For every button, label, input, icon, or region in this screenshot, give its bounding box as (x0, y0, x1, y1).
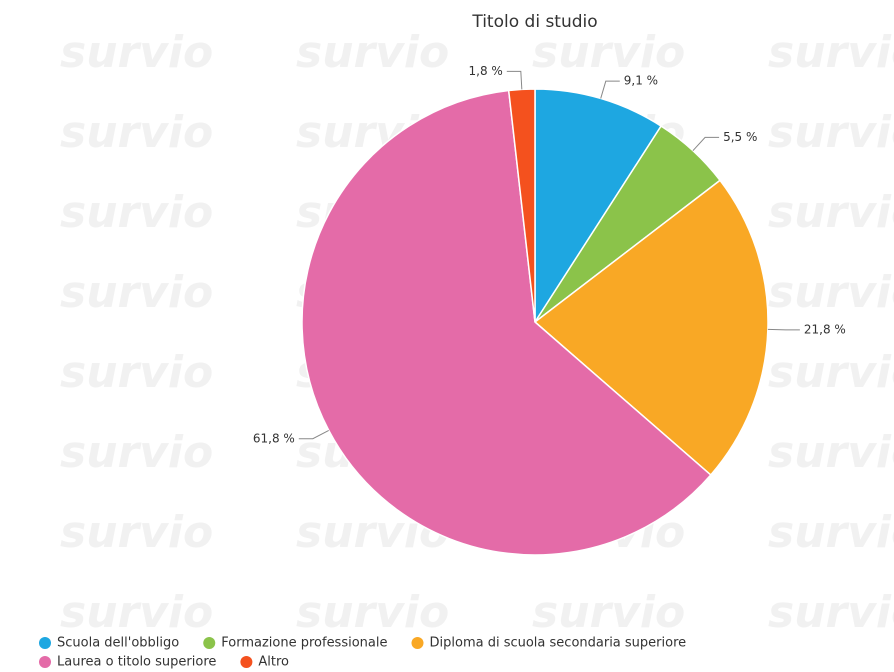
watermark: survio (60, 187, 213, 238)
watermark-layer: survio survio survio survio survio survio surv… (60, 27, 894, 638)
legend-marker (411, 637, 424, 649)
watermark: survio (768, 507, 894, 558)
data-label: 61,8 % (253, 431, 295, 445)
pie-slice (301, 89, 712, 556)
legend-label: Scuola dell'obbligo (57, 636, 179, 651)
data-label: 21,8 % (804, 322, 846, 336)
watermark: survio (296, 27, 449, 78)
watermark: survio (768, 427, 894, 478)
watermark: survio (768, 267, 894, 318)
watermark: survio (60, 267, 213, 318)
data-label: 5,5 % (723, 130, 757, 144)
legend-label: Laurea o titolo superiore (57, 655, 216, 670)
pie-slice (534, 88, 663, 325)
watermark: survio (768, 107, 894, 158)
data-label: 9,1 % (624, 74, 658, 88)
leader-line (298, 429, 329, 440)
legend-item: Formazione professionale (203, 636, 388, 651)
watermark: survio (60, 107, 213, 158)
legend-marker (39, 637, 51, 649)
watermark: survio (60, 27, 213, 78)
legend-marker (39, 656, 51, 668)
chart-title: Titolo di studio (471, 12, 597, 32)
watermark: survio (60, 587, 213, 638)
leader-line (692, 136, 720, 151)
legend-item: Diploma di scuola secondaria superiore (411, 636, 687, 651)
legend-label: Diploma di scuola secondaria superiore (430, 636, 687, 651)
watermark: survio (768, 347, 894, 398)
watermark: survio (532, 587, 685, 638)
leader-line (600, 80, 620, 99)
watermark: survio (296, 587, 449, 638)
watermark: survio (768, 587, 894, 638)
watermark: survio (60, 507, 213, 558)
legend-item: Altro (240, 655, 289, 670)
legend-marker (203, 637, 216, 649)
watermark: survio (60, 427, 213, 478)
legend-label: Formazione professionale (221, 636, 387, 651)
watermark: survio (60, 347, 213, 398)
watermark: survio (532, 27, 685, 78)
leader-line (506, 70, 523, 90)
legend-marker (240, 656, 253, 668)
leader-line (767, 328, 800, 331)
watermark: survio (768, 187, 894, 238)
legend-item: Scuola dell'obbligo (39, 636, 179, 651)
watermark: survio (768, 27, 894, 78)
legend-item: Laurea o titolo superiore (39, 655, 216, 670)
data-label: 1,8 % (469, 64, 503, 78)
legend-label: Altro (258, 655, 289, 670)
